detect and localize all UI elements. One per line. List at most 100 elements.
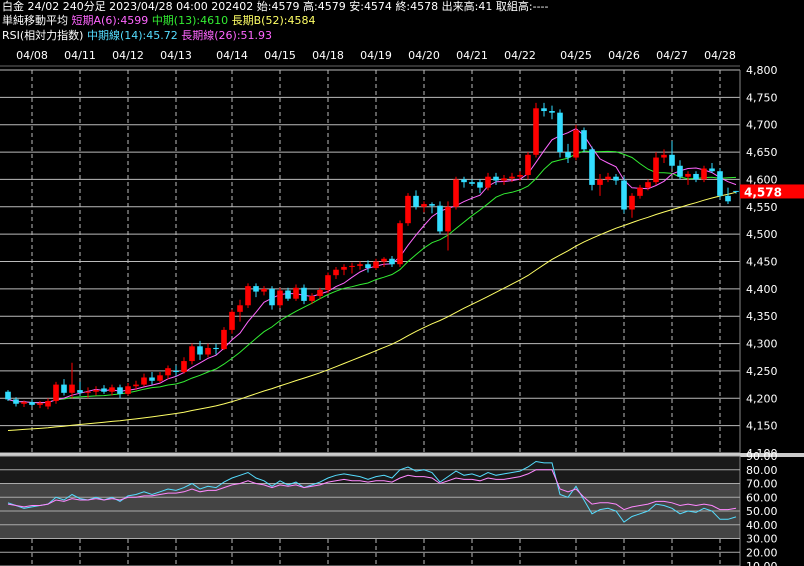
candle xyxy=(293,284,299,301)
last-price-label: 4,578 xyxy=(744,185,782,199)
candle xyxy=(261,286,267,296)
candle xyxy=(269,286,275,310)
date-tick-label: 04/27 xyxy=(656,49,688,62)
date-tick-label: 04/08 xyxy=(16,49,48,62)
candle xyxy=(157,372,163,383)
ma-mid-value: 4610 xyxy=(200,14,229,27)
candle xyxy=(693,171,699,183)
candle-body xyxy=(541,108,547,112)
candle xyxy=(549,105,555,120)
candle-body xyxy=(189,346,195,362)
candle-body xyxy=(613,176,619,181)
candle-body xyxy=(725,195,731,202)
candle xyxy=(309,293,315,305)
price-tick-label: 4,750 xyxy=(746,91,778,104)
rsi-tick-label: 60.00 xyxy=(746,491,778,504)
price-tick-label: 4,650 xyxy=(746,146,778,159)
candle xyxy=(517,171,523,181)
candle xyxy=(613,173,619,185)
price-tick-label: 4,550 xyxy=(746,201,778,214)
candle-body xyxy=(381,258,387,262)
candle-body xyxy=(141,377,147,385)
candle-body xyxy=(181,361,187,373)
ma-long-label: 長期B(52): xyxy=(231,14,288,27)
candle-body xyxy=(125,386,131,394)
open-value: 4579 xyxy=(271,0,300,13)
price-tick-label: 4,600 xyxy=(746,173,778,186)
candle-body xyxy=(493,176,499,181)
candle-body xyxy=(685,173,691,177)
candle-body xyxy=(517,175,523,177)
candle-body xyxy=(637,187,643,196)
candle xyxy=(381,257,387,267)
date-tick-label: 04/14 xyxy=(216,49,248,62)
rsi-tick-label: 90.00 xyxy=(746,450,778,463)
oi-value: ---- xyxy=(532,0,549,13)
candle-body xyxy=(277,290,283,306)
candle xyxy=(229,309,235,334)
candle xyxy=(701,165,707,183)
candle xyxy=(677,160,683,180)
candle xyxy=(733,190,739,194)
candle-body xyxy=(45,401,51,407)
price-tick-label: 4,450 xyxy=(746,256,778,269)
price-tick-label: 4,800 xyxy=(746,64,778,77)
candle-body xyxy=(301,287,307,301)
candle-body xyxy=(461,179,467,183)
candle-body xyxy=(237,305,243,312)
candle-body xyxy=(269,288,275,306)
rsi-mid-label: 中期線(14): xyxy=(86,29,147,42)
candle-body xyxy=(421,204,427,207)
candle-body xyxy=(61,384,67,393)
candle-body xyxy=(205,347,211,355)
candle-body xyxy=(661,154,667,158)
candle-body xyxy=(13,399,19,404)
candle-body xyxy=(389,258,395,265)
candle-body xyxy=(677,165,683,177)
candle-body xyxy=(565,152,571,158)
rsi-panel: 90.0080.0070.0060.0050.0040.0030.0020.00… xyxy=(0,450,804,566)
candle xyxy=(525,152,531,180)
candle-body xyxy=(365,264,371,269)
candle xyxy=(485,172,491,191)
candle xyxy=(245,283,251,309)
candle xyxy=(597,173,603,196)
date-tick-label: 04/25 xyxy=(560,49,592,62)
candle-body xyxy=(693,173,699,180)
candle-body xyxy=(341,266,347,270)
candle-body xyxy=(165,368,171,376)
oi-label: 取組高: xyxy=(495,0,533,13)
candle xyxy=(277,287,283,309)
candlestick-series xyxy=(5,102,739,410)
ma-short-line xyxy=(7,128,737,404)
high-value: 4579 xyxy=(317,0,346,13)
candle-body xyxy=(397,223,403,265)
candle xyxy=(197,340,203,360)
instrument-label: 白金 24/02 240分足 2023/04/28 04:00 202402 xyxy=(2,0,254,13)
candle xyxy=(141,373,147,387)
ma-long-line xyxy=(7,191,737,431)
candle xyxy=(637,184,643,199)
candle xyxy=(557,109,563,158)
date-tick-label: 04/26 xyxy=(608,49,640,62)
candle xyxy=(645,179,651,191)
date-tick-label: 04/18 xyxy=(312,49,344,62)
candle xyxy=(349,262,355,274)
candle xyxy=(21,400,27,408)
candle xyxy=(221,327,227,351)
candle-body xyxy=(325,275,331,290)
price-tick-label: 4,500 xyxy=(746,228,778,241)
candle xyxy=(109,384,115,396)
candle xyxy=(325,272,331,294)
candle-body xyxy=(69,384,75,393)
ma-title: 単純移動平均 xyxy=(2,14,68,27)
candle-body xyxy=(261,288,267,292)
date-tick-label: 04/13 xyxy=(160,49,192,62)
low-value: 4574 xyxy=(363,0,392,13)
candle-body xyxy=(245,286,251,306)
candle xyxy=(405,193,411,226)
candle xyxy=(501,175,507,185)
candle xyxy=(453,176,459,210)
candle-body xyxy=(285,290,291,299)
